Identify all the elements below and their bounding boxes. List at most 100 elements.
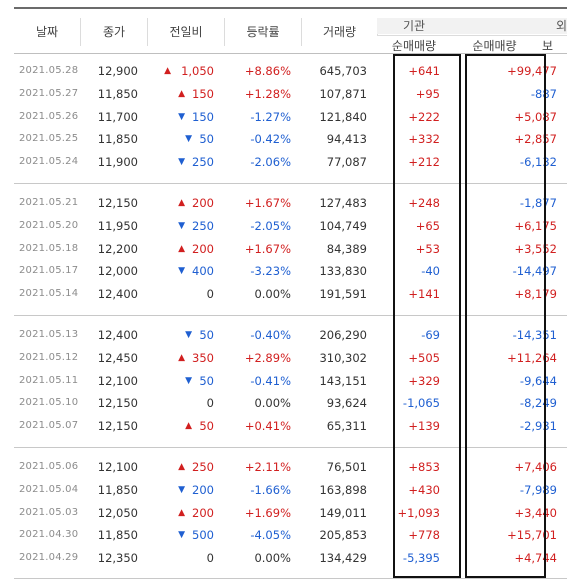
row-institution-net: +53 bbox=[415, 241, 440, 256]
row-date: 2021.05.03 bbox=[19, 506, 79, 518]
row-date: 2021.05.20 bbox=[19, 219, 79, 231]
row-date: 2021.05.10 bbox=[19, 397, 79, 409]
row-diff: 150 bbox=[192, 109, 214, 124]
triangle-down-icon: ▼ bbox=[178, 220, 185, 231]
triangle-up-icon: ▲ bbox=[178, 243, 185, 254]
table-row: 2021.05.03 12,050 200 ▲ +1.69% 149,011 +1,093 +… bbox=[0, 502, 567, 524]
row-diff: 200 bbox=[192, 196, 214, 210]
row-institution-net: +505 bbox=[408, 350, 440, 365]
row-volume: 133,830 bbox=[319, 264, 367, 279]
row-rate: -4.05% bbox=[250, 528, 291, 543]
row-rate: 0.00% bbox=[254, 396, 291, 411]
row-institution-net: +1,093 bbox=[397, 505, 440, 520]
row-diff: 50 bbox=[199, 373, 214, 388]
row-institution-net: +222 bbox=[408, 109, 440, 124]
header-rate: 등락률 bbox=[225, 18, 302, 46]
row-foreign-net: +3,552 bbox=[514, 241, 557, 256]
row-diff: 50 bbox=[199, 328, 214, 342]
row-institution-net: +139 bbox=[408, 419, 440, 434]
row-rate: +1.67% bbox=[244, 196, 291, 210]
triangle-down-icon: ▼ bbox=[178, 484, 185, 495]
table-header: 날짜 종가 전일비 등락률 거래량 기관 순매매량 외 순매매량 보 bbox=[14, 7, 567, 56]
table-row: 2021.05.18 12,200 200 ▲ +1.67% 84,389 +53 +3,55… bbox=[0, 238, 567, 260]
row-institution-net: -1,065 bbox=[402, 396, 440, 411]
group-separator bbox=[14, 578, 567, 579]
row-institution-net: -5,395 bbox=[402, 551, 440, 566]
triangle-up-icon: ▲ bbox=[178, 507, 185, 518]
triangle-up-icon: ▲ bbox=[185, 421, 192, 432]
triangle-down-icon: ▼ bbox=[185, 134, 192, 145]
row-rate: -0.42% bbox=[250, 132, 291, 147]
triangle-up-icon: ▲ bbox=[178, 198, 185, 208]
row-institution-net: +95 bbox=[415, 86, 440, 101]
row-date: 2021.05.28 bbox=[19, 65, 79, 76]
row-close: 12,200 bbox=[97, 241, 138, 256]
row-close: 11,850 bbox=[97, 132, 138, 147]
row-rate: +1.28% bbox=[244, 86, 291, 101]
row-diff: 50 bbox=[199, 132, 214, 147]
row-diff: 1,050 bbox=[181, 64, 214, 78]
header-foreign-holdings: 보 bbox=[538, 35, 567, 56]
row-institution-net: +332 bbox=[408, 132, 440, 147]
row-rate: -2.05% bbox=[250, 218, 291, 233]
row-rate: -2.06% bbox=[250, 155, 291, 170]
row-institution-net: -40 bbox=[421, 264, 440, 279]
row-date: 2021.05.27 bbox=[19, 87, 79, 99]
table-row: 2021.05.21 12,150 200 ▲ +1.67% 127,483 +248 -1,… bbox=[0, 192, 567, 214]
row-volume: 191,591 bbox=[319, 287, 367, 302]
table-row: 2021.05.07 12,150 50 ▲ +0.41% 65,311 +139 -2,93… bbox=[0, 415, 567, 437]
row-rate: 0.00% bbox=[254, 551, 291, 566]
row-volume: 149,011 bbox=[319, 505, 367, 520]
row-close: 12,100 bbox=[97, 460, 138, 474]
row-diff: 0 bbox=[206, 396, 214, 411]
row-foreign-net: +3,440 bbox=[514, 505, 557, 520]
table-row: 2021.05.28 12,900 1,050 ▲ +8.86% 645,703 +641 +… bbox=[0, 60, 567, 82]
row-rate: -1.27% bbox=[250, 109, 291, 124]
row-rate: -3.23% bbox=[250, 264, 291, 279]
row-close: 12,150 bbox=[97, 396, 138, 411]
table-row: 2021.05.13 12,400 50 ▼ -0.40% 206,290 -69 -14,3… bbox=[0, 324, 567, 346]
row-date: 2021.04.29 bbox=[19, 552, 79, 564]
header-institution-net: 순매매량 bbox=[377, 35, 452, 56]
row-rate: +1.69% bbox=[244, 505, 291, 520]
row-volume: 143,151 bbox=[319, 373, 367, 388]
table-row: 2021.04.29 12,350 0 0.00% 134,429 -5,395 +4,74… bbox=[0, 547, 567, 569]
row-volume: 645,703 bbox=[319, 64, 367, 78]
row-institution-net: +329 bbox=[408, 373, 440, 388]
row-date: 2021.05.06 bbox=[19, 461, 79, 472]
triangle-down-icon: ▼ bbox=[178, 111, 185, 122]
row-close: 11,900 bbox=[97, 155, 138, 170]
row-date: 2021.05.12 bbox=[19, 351, 79, 363]
triangle-down-icon: ▼ bbox=[178, 530, 185, 541]
header-close: 종가 bbox=[81, 18, 148, 46]
row-date: 2021.04.30 bbox=[19, 529, 79, 541]
row-diff: 500 bbox=[192, 528, 214, 543]
row-close: 12,900 bbox=[97, 64, 138, 78]
row-rate: +0.41% bbox=[244, 419, 291, 434]
triangle-up-icon: ▲ bbox=[178, 462, 185, 472]
row-foreign-net: +4,744 bbox=[514, 551, 557, 566]
table-row: 2021.05.12 12,450 350 ▲ +2.89% 310,302 +505 +11… bbox=[0, 347, 567, 369]
row-rate: 0.00% bbox=[254, 287, 291, 302]
row-institution-net: +65 bbox=[415, 218, 440, 233]
triangle-up-icon: ▲ bbox=[178, 352, 185, 363]
row-close: 12,100 bbox=[97, 373, 138, 388]
row-close: 12,450 bbox=[97, 350, 138, 365]
row-foreign-net: -6,132 bbox=[519, 155, 557, 170]
row-foreign-net: -1,877 bbox=[519, 196, 557, 210]
table-row: 2021.05.14 12,400 0 0.00% 191,591 +141 +8,179 bbox=[0, 283, 567, 305]
row-diff: 150 bbox=[192, 86, 214, 101]
triangle-up-icon: ▲ bbox=[164, 66, 171, 76]
row-date: 2021.05.18 bbox=[19, 242, 79, 254]
row-rate: +2.11% bbox=[244, 460, 291, 474]
row-diff: 400 bbox=[192, 264, 214, 279]
row-volume: 134,429 bbox=[319, 551, 367, 566]
row-volume: 93,624 bbox=[326, 396, 367, 411]
row-volume: 163,898 bbox=[319, 482, 367, 497]
row-close: 12,050 bbox=[97, 505, 138, 520]
table-row: 2021.05.24 11,900 250 ▼ -2.06% 77,087 +212 -6,1… bbox=[0, 151, 567, 173]
row-volume: 65,311 bbox=[326, 419, 367, 434]
row-foreign-net: +6,175 bbox=[514, 218, 557, 233]
group-separator bbox=[14, 447, 567, 448]
table-row: 2021.05.25 11,850 50 ▼ -0.42% 94,413 +332 +2,85… bbox=[0, 128, 567, 150]
